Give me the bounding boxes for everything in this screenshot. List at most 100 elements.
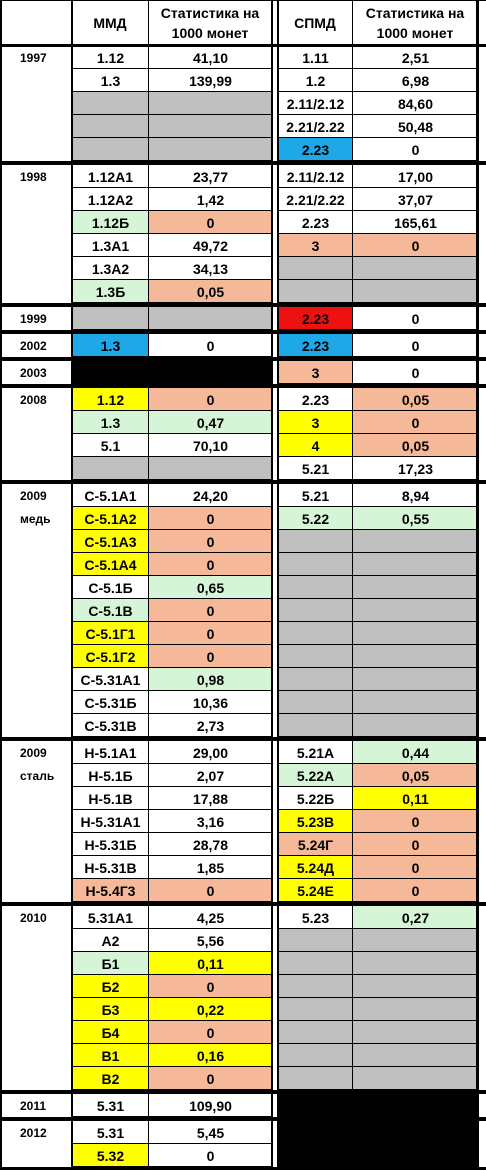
row-divider: [72, 356, 272, 357]
mmd-stat: 29,00: [149, 741, 272, 764]
spmd-code: 5.24Е: [278, 879, 353, 902]
mmd-code: С-5.1А4: [72, 553, 149, 576]
mmd-code: В1: [72, 1044, 149, 1067]
row-divider: [278, 529, 477, 530]
mmd-code: Б2: [72, 975, 149, 998]
spmd-code: 5.22А: [278, 764, 353, 787]
mmd-code: 1.3Б: [72, 280, 149, 303]
row-divider: [278, 763, 477, 764]
row-divider: [72, 1166, 272, 1167]
row-divider: [278, 736, 477, 737]
row-divider: [278, 506, 477, 507]
mmd-stat: 5,56: [149, 929, 272, 952]
mmd-stat: 0,05: [149, 280, 272, 303]
group-divider: [0, 1117, 486, 1121]
year-label: 2009: [20, 488, 47, 503]
row-divider: [278, 832, 477, 833]
row-divider: [72, 736, 272, 737]
row-divider: [72, 137, 272, 138]
mmd-stat: 0,22: [149, 998, 272, 1021]
row-divider: [278, 279, 477, 280]
spmd-stat: 0,05: [353, 764, 478, 787]
row-divider: [278, 137, 477, 138]
row-divider: [278, 667, 477, 668]
row-divider: [72, 410, 272, 411]
group-divider: [0, 357, 486, 361]
empty-cell: [278, 280, 478, 304]
mmd-code: 5.31А1: [72, 906, 149, 929]
row-divider: [278, 1043, 477, 1044]
row-divider: [72, 713, 272, 714]
spmd-stat: 6,98: [353, 69, 478, 92]
spmd-stat: 0,27: [353, 906, 478, 929]
spmd-stat: 0: [353, 810, 478, 833]
group-divider: [0, 303, 486, 307]
spmd-code: 2.11/2.12: [278, 165, 353, 188]
spmd-code: 5.24Г: [278, 833, 353, 856]
spmd-code: 5.22Б: [278, 787, 353, 810]
mmd-code: Н-5.31А1: [72, 810, 149, 833]
group-divider: [0, 384, 486, 388]
mmd-code: 5.1: [72, 434, 149, 457]
row-divider: [278, 786, 477, 787]
row-divider: [72, 160, 272, 161]
mmd-code: 1.12: [72, 46, 149, 69]
year-label: 2009: [20, 745, 47, 760]
spmd-stat: 0,44: [353, 741, 478, 764]
mmd-code: С-5.1А1: [72, 484, 149, 507]
mmd-code: 5.32: [72, 1144, 149, 1167]
col-divider: [352, 0, 353, 1167]
row-divider: [72, 878, 272, 879]
spmd-code: 2.11/2.12: [278, 92, 353, 115]
mmd-stat: 41,10: [149, 46, 272, 69]
row-divider: [72, 1020, 272, 1021]
empty-cell: [278, 1021, 478, 1045]
row-divider: [278, 256, 477, 257]
row-divider: [278, 456, 477, 457]
empty-cell: [278, 1044, 478, 1068]
header-divider: [0, 44, 486, 47]
empty-cell: [278, 998, 478, 1022]
col-divider: [148, 0, 149, 1167]
spmd-stat: 0,11: [353, 787, 478, 810]
empty-cell: [72, 92, 272, 116]
mmd-code: Н-5.4Г3: [72, 879, 149, 902]
mmd-stat: 0: [149, 879, 272, 902]
row-divider: [278, 690, 477, 691]
empty-cell: [278, 645, 478, 669]
empty-cell: [278, 714, 478, 738]
col-divider: [277, 0, 279, 1167]
mmd-stat: 0,98: [149, 668, 272, 691]
header-stat-right: Статистика на 1000 монет: [365, 5, 465, 41]
spmd-stat: 50,48: [353, 115, 478, 138]
row-divider: [72, 1066, 272, 1067]
empty-cell: [278, 1067, 478, 1091]
mmd-code: Б1: [72, 952, 149, 975]
mmd-code: 1.12А1: [72, 165, 149, 188]
row-divider: [72, 809, 272, 810]
mmd-code: Н-5.1А1: [72, 741, 149, 764]
empty-cell: [278, 668, 478, 692]
mmd-code: С-5.1Г1: [72, 622, 149, 645]
group-divider: [0, 902, 486, 906]
row-divider: [278, 1166, 477, 1167]
spmd-code: 2.21/2.22: [278, 115, 353, 138]
row-divider: [72, 506, 272, 507]
mmd-stat: 109,90: [149, 1094, 272, 1117]
empty-cell: [278, 530, 478, 554]
spmd-code: 5.21: [278, 457, 353, 480]
empty-cell: [278, 975, 478, 999]
row-divider: [278, 552, 477, 553]
spmd-code: 3: [278, 361, 353, 384]
row-divider: [72, 974, 272, 975]
mmd-code: С-5.1А2: [72, 507, 149, 530]
mmd-code: С-5.31А1: [72, 668, 149, 691]
row-divider: [72, 786, 272, 787]
row-divider: [72, 91, 272, 92]
mmd-code: Н-5.1Б: [72, 764, 149, 787]
table-border-top: [0, 0, 486, 1]
spmd-code: 5.24Д: [278, 856, 353, 879]
row-divider: [72, 997, 272, 998]
row-divider: [278, 433, 477, 434]
mmd-code: Н-5.31В: [72, 856, 149, 879]
